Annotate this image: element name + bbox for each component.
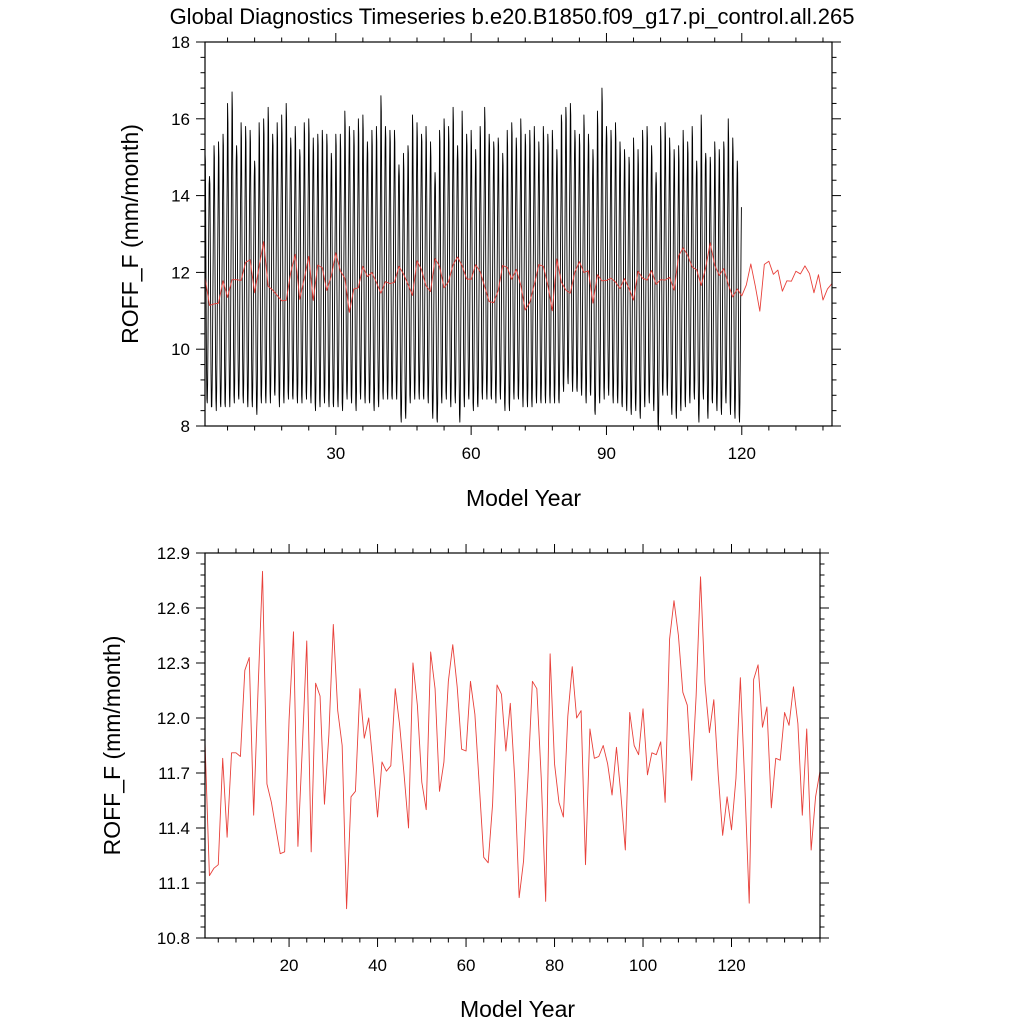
y-tick-label: 16	[171, 110, 190, 129]
plot-frame	[204, 41, 833, 427]
x-tick-label: 20	[280, 956, 299, 975]
x-tick-label: 90	[597, 444, 616, 463]
x-tick-label: 120	[728, 444, 756, 463]
x-tick-label: 60	[462, 444, 481, 463]
x-tick-label: 30	[326, 444, 345, 463]
bottom-annual-mean-series-line	[204, 570, 821, 910]
x-axis-title: Model Year	[466, 485, 581, 511]
y-axis-title: ROFF_F (mm/month)	[117, 124, 143, 344]
y-tick-label: 12.9	[157, 544, 190, 563]
x-tick-label: 60	[457, 956, 476, 975]
y-tick-label: 12	[171, 263, 190, 282]
y-tick-label: 8	[181, 417, 190, 436]
bottom-chart-panel: 20 40 60 80 100 120 10.8 11.1 11.4 11.7 12.0 12.3 12…	[99, 544, 829, 1022]
x-axis-title: Model Year	[460, 996, 575, 1022]
x-tick-label: 40	[368, 956, 387, 975]
x-tick-label: 100	[629, 956, 657, 975]
y-tick-label: 10	[171, 340, 190, 359]
y-tick-label: 12.0	[157, 709, 190, 728]
y-tick-label: 11.1	[158, 874, 190, 893]
y-tick-label: 10.8	[157, 929, 190, 948]
y-tick-label: 12.6	[157, 599, 190, 618]
top-chart-panel: 30 60 90 120 8 10 12 14 16 18 Model Year ROFF_F (mm…	[117, 33, 841, 511]
y-tick-label: 12.3	[157, 654, 190, 673]
y-tick-label: 14	[171, 187, 190, 206]
y-tick-label: 11.4	[158, 819, 190, 838]
y-tick-label: 18	[171, 33, 190, 52]
top-monthly-series-line	[204, 87, 742, 431]
y-axis-title: ROFF_F (mm/month)	[99, 636, 125, 856]
x-tick-label: 80	[545, 956, 564, 975]
top-annual-mean-series-line	[204, 241, 833, 313]
x-tick-label: 120	[717, 956, 745, 975]
plot-frame	[204, 552, 821, 939]
y-tick-label: 11.7	[158, 764, 190, 783]
figure-title: Global Diagnostics Timeseries b.e20.B185…	[170, 4, 855, 29]
